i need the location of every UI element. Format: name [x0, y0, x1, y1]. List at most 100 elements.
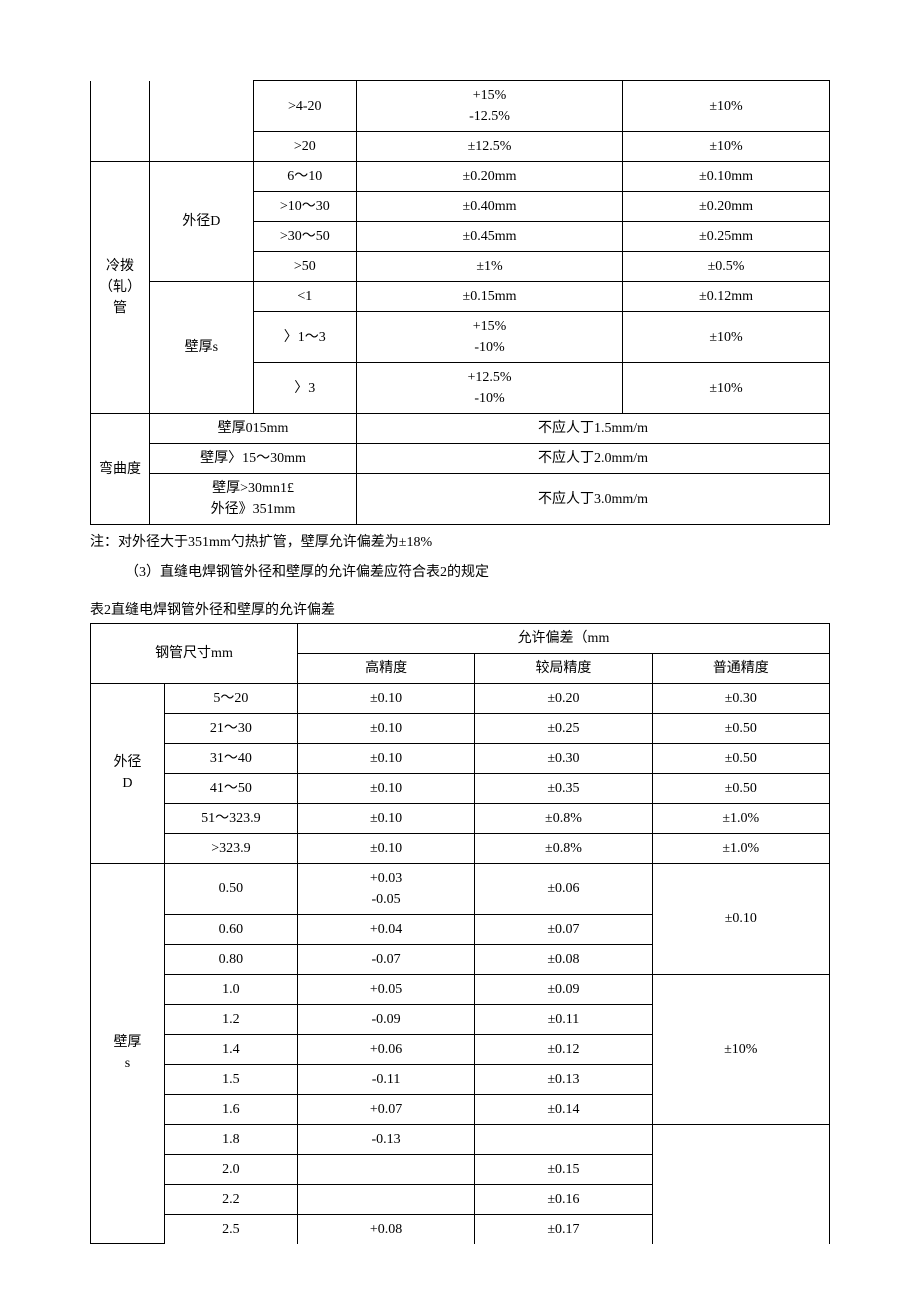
- cell: [297, 1184, 474, 1214]
- cell: ±0.10: [297, 743, 474, 773]
- cell: -0.09: [297, 1004, 474, 1034]
- cell: +0.06: [297, 1034, 474, 1064]
- group-label: 弯曲度: [91, 414, 150, 525]
- header-cell: 高精度: [297, 653, 474, 683]
- cell: ±0.10: [297, 713, 474, 743]
- cell: ±0.50: [652, 773, 829, 803]
- cell: -0.07: [297, 944, 474, 974]
- cell: ±0.10mm: [623, 162, 830, 192]
- cell: 1.4: [164, 1034, 297, 1064]
- cell: ±0.09: [475, 974, 652, 1004]
- header-cell: 普通精度: [652, 653, 829, 683]
- cell: ±0.30: [652, 683, 829, 713]
- table-row: >323.9 ±0.10 ±0.8% ±1.0%: [91, 833, 830, 863]
- cell: -0.13: [297, 1124, 474, 1154]
- cell: [297, 1154, 474, 1184]
- cell: >30～50: [253, 222, 356, 252]
- cell: ±0.10: [297, 773, 474, 803]
- cell: 〉3: [253, 363, 356, 414]
- group-label: 壁厚 s: [91, 863, 165, 1244]
- cell: ±0.20mm: [357, 162, 623, 192]
- cell: 不应人丁2.0mm/m: [357, 444, 830, 474]
- cell: ±0.12mm: [623, 282, 830, 312]
- cell: ±0.20mm: [623, 192, 830, 222]
- cell: ±0.12: [475, 1034, 652, 1064]
- cell: ±0.10: [297, 683, 474, 713]
- cell: ±0.10: [297, 833, 474, 863]
- cell: 51～323.9: [164, 803, 297, 833]
- cell: 21～30: [164, 713, 297, 743]
- footnote-2: （3）直缝电焊钢管外径和壁厚的允许偏差应符合表2的规定: [90, 561, 830, 585]
- cell: ±0.07: [475, 914, 652, 944]
- cell: 〉1～3: [253, 312, 356, 363]
- cell: 不应人丁3.0mm/m: [357, 474, 830, 525]
- cell: ±0.5%: [623, 252, 830, 282]
- table-row: 壁厚>30mn1£ 外径》351mm 不应人丁3.0mm/m: [91, 474, 830, 525]
- cell: ±10%: [623, 312, 830, 363]
- cell: ±0.20: [475, 683, 652, 713]
- cell: ±0.17: [475, 1214, 652, 1244]
- cell: ±0.10: [652, 863, 829, 974]
- cell: 1.8: [164, 1124, 297, 1154]
- cell: +0.08: [297, 1214, 474, 1244]
- cell: +15% -10%: [357, 312, 623, 363]
- cell: 1.5: [164, 1064, 297, 1094]
- cell: ±10%: [623, 81, 830, 132]
- cell: >20: [253, 132, 356, 162]
- cell: ±0.10: [297, 803, 474, 833]
- tolerance-table-1: >4-20 +15% -12.5% ±10% >20 ±12.5% ±10% 冷…: [90, 80, 830, 525]
- cell: +15% -12.5%: [357, 81, 623, 132]
- table-row: 31～40 ±0.10 ±0.30 ±0.50: [91, 743, 830, 773]
- cell: [652, 1124, 829, 1244]
- cell: ±0.15mm: [357, 282, 623, 312]
- cell: +0.04: [297, 914, 474, 944]
- cell: >4-20: [253, 81, 356, 132]
- table2-caption: 表2直缝电焊钢管外径和壁厚的允许偏差: [90, 599, 830, 619]
- cell: 壁厚015mm: [150, 414, 357, 444]
- cell: <1: [253, 282, 356, 312]
- cell: +12.5% -10%: [357, 363, 623, 414]
- cell: >10～30: [253, 192, 356, 222]
- cell: ±1%: [357, 252, 623, 282]
- table-row: >4-20 +15% -12.5% ±10%: [91, 81, 830, 132]
- cell: 1.0: [164, 974, 297, 1004]
- cell: +0.07: [297, 1094, 474, 1124]
- cell: 0.50: [164, 863, 297, 914]
- footnote-1: 注：对外径大于351mm勺热扩管，壁厚允许偏差为±18%: [90, 531, 830, 555]
- cell: 2.5: [164, 1214, 297, 1244]
- cell: ±12.5%: [357, 132, 623, 162]
- cell: >50: [253, 252, 356, 282]
- cell: 2.2: [164, 1184, 297, 1214]
- cell: +0.03 -0.05: [297, 863, 474, 914]
- header-cell: 允许偏差（mm: [297, 623, 829, 653]
- table-row: 41～50 ±0.10 ±0.35 ±0.50: [91, 773, 830, 803]
- cell: ±0.13: [475, 1064, 652, 1094]
- cell: ±0.14: [475, 1094, 652, 1124]
- cell: ±0.06: [475, 863, 652, 914]
- cell: ±0.11: [475, 1004, 652, 1034]
- cell: ±0.35: [475, 773, 652, 803]
- subgroup-label: 壁厚s: [150, 282, 253, 414]
- cell: ±0.25: [475, 713, 652, 743]
- table-row: 外径 D 5～20 ±0.10 ±0.20 ±0.30: [91, 683, 830, 713]
- cell: 不应人丁1.5mm/m: [357, 414, 830, 444]
- group-label: 外径 D: [91, 683, 165, 863]
- table-row: 冷拨（轧）管 外径D 6～10 ±0.20mm ±0.10mm: [91, 162, 830, 192]
- cell: ±0.08: [475, 944, 652, 974]
- table-row: 弯曲度 壁厚015mm 不应人丁1.5mm/m: [91, 414, 830, 444]
- header-cell: 较局精度: [475, 653, 652, 683]
- table-row: 21～30 ±0.10 ±0.25 ±0.50: [91, 713, 830, 743]
- cell: ±0.16: [475, 1184, 652, 1214]
- cell: 0.60: [164, 914, 297, 944]
- table-row: 壁厚〉15～30mm 不应人丁2.0mm/m: [91, 444, 830, 474]
- cell: 41～50: [164, 773, 297, 803]
- cell: ±0.30: [475, 743, 652, 773]
- cell: ±0.50: [652, 743, 829, 773]
- cell: ±10%: [623, 132, 830, 162]
- cell: -0.11: [297, 1064, 474, 1094]
- cell: 0.80: [164, 944, 297, 974]
- cell: ±0.25mm: [623, 222, 830, 252]
- cell: ±1.0%: [652, 833, 829, 863]
- table-row: 壁厚 s 0.50 +0.03 -0.05 ±0.06 ±0.10: [91, 863, 830, 914]
- table-row: 1.0 +0.05 ±0.09 ±10%: [91, 974, 830, 1004]
